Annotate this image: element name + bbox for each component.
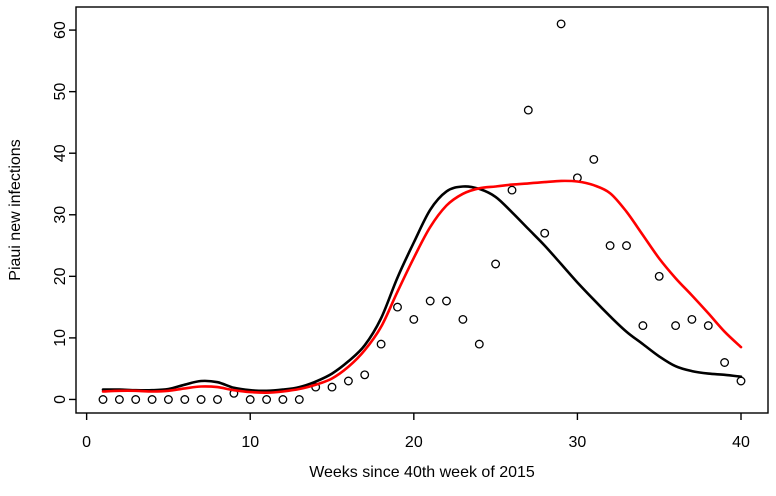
x-tick-label: 40 bbox=[732, 434, 750, 451]
data-point-circle bbox=[98, 395, 108, 404]
data-point-circle bbox=[654, 271, 664, 281]
data-point-circle bbox=[474, 339, 484, 349]
y-tick-label: 0 bbox=[52, 395, 69, 404]
y-tick-label: 30 bbox=[52, 206, 69, 224]
data-point-circle bbox=[638, 321, 648, 331]
data-point-circle bbox=[605, 241, 615, 251]
data-point-circle bbox=[196, 395, 206, 404]
data-point-circle bbox=[458, 314, 468, 324]
data-point-circle bbox=[327, 382, 337, 392]
data-point-circle bbox=[180, 395, 190, 404]
data-point-circle bbox=[736, 376, 746, 386]
x-tick-label: 0 bbox=[82, 434, 91, 451]
data-point-circle bbox=[393, 302, 402, 312]
data-point-circle bbox=[131, 395, 141, 404]
data-point-circle bbox=[540, 228, 550, 238]
data-point-circle bbox=[507, 185, 517, 195]
plot-box bbox=[75, 6, 769, 414]
data-point-circle bbox=[425, 296, 435, 306]
y-tick-label: 10 bbox=[52, 329, 69, 347]
data-point-circle bbox=[213, 395, 222, 404]
fit-line-black bbox=[101, 185, 743, 393]
data-point-circle bbox=[278, 395, 288, 404]
data-point-circle bbox=[147, 395, 157, 404]
y-tick-label: 60 bbox=[52, 21, 69, 39]
y-tick-label: 40 bbox=[52, 144, 69, 162]
y-tick-label: 20 bbox=[52, 267, 69, 285]
data-point-circle bbox=[360, 370, 370, 380]
x-tick-label: 20 bbox=[405, 434, 423, 451]
data-point-circle bbox=[523, 105, 533, 115]
data-point-circle bbox=[491, 259, 501, 269]
data-point-circle bbox=[687, 314, 697, 324]
x-tick-label: 10 bbox=[241, 434, 259, 451]
data-point-circle bbox=[114, 395, 124, 404]
data-point-circle bbox=[262, 395, 272, 404]
data-point-circle bbox=[163, 395, 173, 404]
data-point-circle bbox=[622, 241, 631, 251]
x-axis-title: Weeks since 40th week of 2015 bbox=[309, 464, 535, 481]
data-point-circle bbox=[376, 339, 386, 349]
data-point-circle bbox=[294, 395, 304, 404]
data-point-circle bbox=[442, 296, 451, 306]
data-point-circle bbox=[720, 358, 730, 367]
data-point-circle bbox=[343, 376, 353, 386]
data-point-circle bbox=[556, 19, 566, 29]
data-point-circle bbox=[589, 154, 599, 164]
data-point-circle bbox=[703, 321, 713, 331]
y-axis-title: Piaui new infections bbox=[7, 139, 24, 281]
x-tick-label: 30 bbox=[569, 434, 587, 451]
fit-line-red bbox=[101, 179, 743, 395]
y-tick-label: 50 bbox=[52, 83, 69, 101]
data-point-circle bbox=[671, 321, 681, 331]
data-point-circle bbox=[245, 395, 255, 404]
data-point-circle bbox=[409, 314, 419, 324]
